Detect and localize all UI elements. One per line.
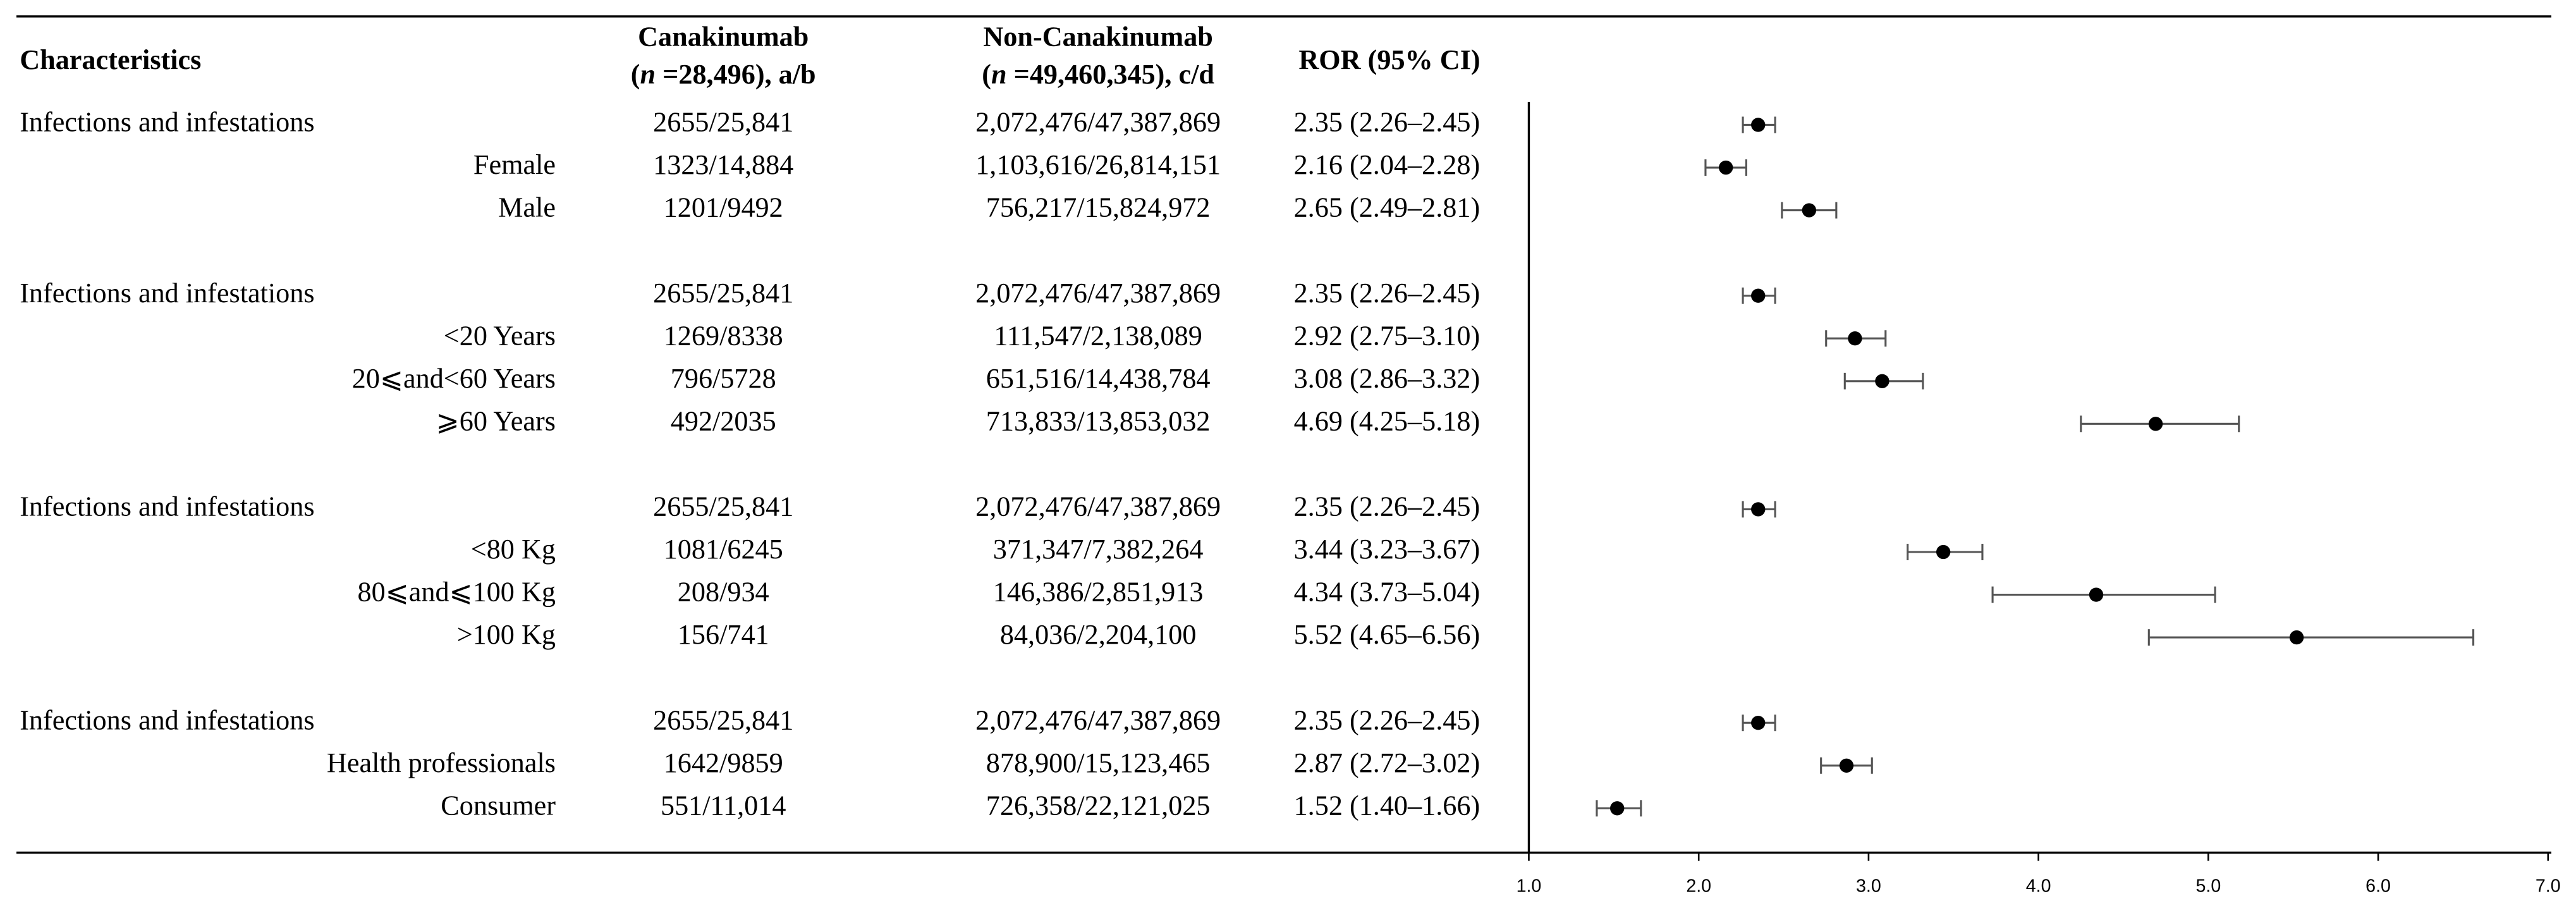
ror-point [1751, 288, 1766, 303]
row-label: Male [498, 192, 556, 223]
cell-a-b: 1201/9492 [664, 192, 783, 223]
header-col1-sub: (n =28,496), a/b [631, 59, 816, 90]
cell-a-b: 1269/8338 [664, 320, 783, 351]
cell-ror: 2.87 (2.72–3.02) [1294, 747, 1480, 778]
ror-point [2148, 417, 2163, 431]
cell-a-b: 1323/14,884 [653, 149, 793, 180]
cell-a-b: 2655/25,841 [653, 107, 793, 138]
cell-c-d: 2,072,476/47,387,869 [975, 107, 1221, 138]
cell-c-d: 371,347/7,382,264 [993, 534, 1204, 565]
ror-point [1875, 374, 1889, 388]
row-label: >100 Kg [457, 619, 556, 650]
cell-ror: 2.35 (2.26–2.45) [1294, 704, 1480, 735]
row-label: 80⩽and⩽100 Kg [358, 577, 556, 608]
header-characteristics: Characteristics [20, 44, 201, 75]
cell-c-d: 84,036/2,204,100 [1000, 619, 1197, 650]
x-tick-label: 1.0 [1517, 876, 1542, 897]
x-tick-label: 2.0 [1686, 876, 1711, 897]
cell-c-d: 756,217/15,824,972 [986, 192, 1211, 223]
cell-ror: 2.92 (2.75–3.10) [1294, 320, 1480, 351]
cell-c-d: 1,103,616/26,814,151 [975, 149, 1221, 180]
cell-ror: 2.35 (2.26–2.45) [1294, 491, 1480, 522]
cell-ror: 1.52 (1.40–1.66) [1294, 790, 1480, 821]
cell-a-b: 492/2035 [671, 405, 776, 436]
x-tick-label: 4.0 [2026, 876, 2051, 897]
cell-ror: 5.52 (4.65–6.56) [1294, 619, 1480, 650]
cell-ror: 4.69 (4.25–5.18) [1294, 405, 1480, 436]
cell-c-d: 146,386/2,851,913 [993, 577, 1204, 608]
row-label: <20 Years [444, 320, 556, 351]
cell-a-b: 156/741 [678, 619, 769, 650]
cell-a-b: 2655/25,841 [653, 491, 793, 522]
x-tick-label: 7.0 [2536, 876, 2561, 897]
cell-c-d: 2,072,476/47,387,869 [975, 704, 1221, 735]
ror-point [2089, 587, 2104, 602]
cell-ror: 2.16 (2.04–2.28) [1294, 149, 1480, 180]
x-tick-label: 3.0 [1856, 876, 1881, 897]
row-label: Infections and infestations [20, 278, 314, 309]
cell-a-b: 1081/6245 [664, 534, 783, 565]
cell-c-d: 878,900/15,123,465 [986, 747, 1211, 778]
header-col2-sub: (n =49,460,345), c/d [982, 59, 1214, 90]
header-col3: ROR (95% CI) [1298, 44, 1480, 75]
cell-a-b: 2655/25,841 [653, 278, 793, 309]
ror-point [1751, 716, 1766, 730]
cell-a-b: 2655/25,841 [653, 704, 793, 735]
ror-point [1610, 801, 1625, 816]
cell-ror: 2.35 (2.26–2.45) [1294, 107, 1480, 138]
row-label: Female [473, 149, 556, 180]
ror-point [1719, 160, 1733, 175]
cell-c-d: 111,547/2,138,089 [994, 320, 1202, 351]
cell-ror: 4.34 (3.73–5.04) [1294, 577, 1480, 608]
cell-ror: 3.08 (2.86–3.32) [1294, 363, 1480, 394]
cell-ror: 3.44 (3.23–3.67) [1294, 534, 1480, 565]
row-label: ⩾60 Years [436, 405, 556, 436]
x-tick-label: 5.0 [2195, 876, 2221, 897]
cell-c-d: 713,833/13,853,032 [986, 405, 1211, 436]
ror-point [1751, 118, 1766, 132]
cell-ror: 2.35 (2.26–2.45) [1294, 278, 1480, 309]
cell-a-b: 551/11,014 [661, 790, 786, 821]
cell-c-d: 2,072,476/47,387,869 [975, 491, 1221, 522]
cell-a-b: 1642/9859 [664, 747, 783, 778]
cell-c-d: 2,072,476/47,387,869 [975, 278, 1221, 309]
ror-point [1802, 203, 1817, 218]
cell-c-d: 726,358/22,121,025 [986, 790, 1211, 821]
header-col2: Non-Canakinumab [983, 21, 1212, 52]
header-col1: Canakinumab [638, 21, 809, 52]
row-label: Infections and infestations [20, 491, 314, 522]
ror-point [1839, 758, 1854, 773]
cell-a-b: 796/5728 [671, 363, 776, 394]
cell-ror: 2.65 (2.49–2.81) [1294, 192, 1480, 223]
cell-a-b: 208/934 [678, 577, 769, 608]
row-label: Infections and infestations [20, 704, 314, 735]
ror-point [2289, 630, 2304, 645]
row-label: 20⩽and<60 Years [352, 363, 556, 394]
x-tick-label: 6.0 [2365, 876, 2391, 897]
row-label: Infections and infestations [20, 107, 314, 138]
cell-c-d: 651,516/14,438,784 [986, 363, 1211, 394]
row-label: Health professionals [327, 747, 556, 778]
row-label: <80 Kg [471, 534, 556, 565]
row-label: Consumer [441, 790, 556, 821]
ror-point [1936, 544, 1951, 560]
ror-point [1751, 502, 1766, 517]
ror-point [1848, 331, 1862, 346]
